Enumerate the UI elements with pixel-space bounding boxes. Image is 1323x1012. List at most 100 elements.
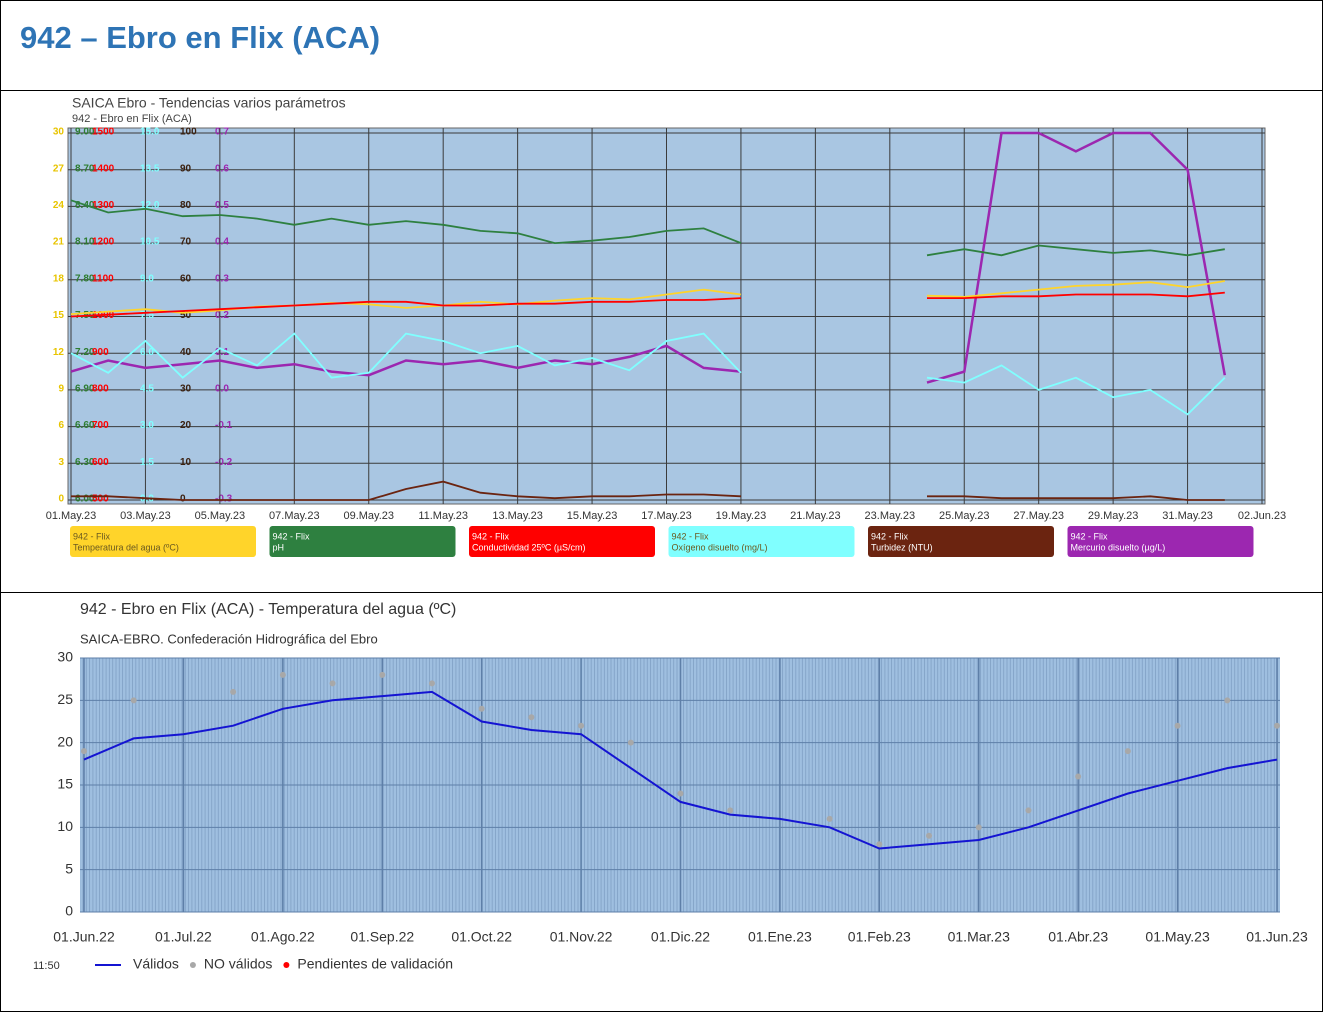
- y-tick-label: 0: [58, 494, 64, 505]
- data-point: [130, 697, 137, 704]
- y-tick-label: 900: [92, 347, 109, 358]
- y-tick-label: 15.0: [140, 127, 160, 138]
- x-tick-label: 05.May.23: [195, 510, 246, 522]
- y-tick-label: 50: [180, 310, 192, 321]
- legend-label: Oxígeno disuelto (mg/L): [672, 542, 768, 552]
- series-line: [71, 480, 1225, 501]
- y-tick-label: 6.0: [140, 347, 154, 358]
- y-tick-label: 13.5: [140, 163, 160, 174]
- y-tick-label: 0: [65, 903, 73, 919]
- chart-title: 942 - Ebro en Flix (ACA) - Temperatura d…: [80, 601, 456, 618]
- y-tick-label: 25: [57, 691, 73, 707]
- x-tick-label: 03.May.23: [120, 510, 171, 522]
- legend-station: 942 - Flix: [273, 531, 311, 541]
- legend-station: 942 - Flix: [871, 531, 909, 541]
- x-tick-label: 01.Oct.22: [451, 929, 512, 945]
- x-tick-label: 19.May.23: [716, 510, 767, 522]
- legend-label: NO válidos: [204, 956, 272, 972]
- y-tick-label: 15: [57, 776, 73, 792]
- data-point: [81, 748, 87, 755]
- y-tick-label: 1.5: [140, 457, 154, 468]
- y-tick-label: 1200: [92, 237, 115, 248]
- y-tick-label: 9.0: [140, 273, 154, 284]
- y-tick-label: 21: [53, 237, 65, 248]
- legend-item: [868, 526, 1054, 557]
- y-tick-label: 0.7: [215, 127, 229, 138]
- data-point: [379, 671, 386, 678]
- legend-item: [269, 526, 456, 557]
- chart-subtitle: SAICA-EBRO. Confederación Hidrográfica d…: [80, 631, 378, 646]
- y-tick-label: 0.5: [215, 200, 229, 211]
- data-point: [876, 841, 883, 848]
- y-tick-label: 27: [53, 163, 65, 174]
- y-tick-label: 20: [180, 420, 192, 431]
- x-tick-label: 01.May.23: [1145, 929, 1210, 945]
- y-tick-label: 30: [180, 384, 192, 395]
- data-point: [578, 722, 585, 729]
- y-tick-label: 1300: [92, 200, 115, 211]
- data-point: [1025, 807, 1032, 814]
- legend-label: Mercurio disuelto (µg/L): [1071, 542, 1166, 552]
- legend-label: Conductividad 25ºC (µS/cm): [472, 542, 586, 552]
- data-point: [1174, 722, 1181, 729]
- legend-swatch: [189, 962, 196, 968]
- y-tick-label: -0.2: [215, 457, 233, 468]
- series-line: [70, 131, 1227, 384]
- y-tick-label: 60: [180, 273, 192, 284]
- y-tick-label: 800: [92, 384, 109, 395]
- legend-station: 942 - Flix: [1071, 531, 1109, 541]
- x-tick-label: 01.Mar.23: [948, 929, 1010, 945]
- legend-station: 942 - Flix: [472, 531, 510, 541]
- y-tick-label: 3: [58, 457, 64, 468]
- legend-station: 942 - Flix: [672, 531, 710, 541]
- y-tick-label: 10: [57, 818, 73, 834]
- x-tick-label: 15.May.23: [567, 510, 618, 522]
- y-tick-label: 7.80: [75, 273, 95, 284]
- legend-label: Pendientes de validación: [297, 956, 453, 972]
- series-line: [70, 291, 1225, 318]
- legend-label: Válidos: [133, 956, 179, 972]
- x-tick-label: 01.Sep.22: [350, 929, 414, 945]
- y-tick-label: 6: [58, 420, 64, 431]
- legend-station: 942 - Flix: [73, 531, 111, 541]
- y-tick-label: 80: [180, 200, 192, 211]
- legend-item: [668, 526, 855, 557]
- data-point: [975, 824, 982, 831]
- y-tick-label: 0.6: [215, 163, 229, 174]
- series-line: [70, 332, 1226, 416]
- y-tick-label: 100: [180, 127, 197, 138]
- x-tick-label: 02.Jun.23: [1238, 510, 1286, 522]
- timestamp: 11:50: [33, 960, 60, 972]
- x-tick-label: 01.Abr.23: [1048, 929, 1108, 945]
- y-tick-label: 3.0: [140, 420, 154, 431]
- y-tick-label: 70: [180, 237, 192, 248]
- legend-item: [70, 526, 256, 557]
- y-tick-label: 20: [57, 733, 73, 749]
- y-tick-label: 7.5: [140, 310, 154, 321]
- data-point: [329, 680, 336, 687]
- x-tick-label: 01.Ene.23: [748, 929, 812, 945]
- y-tick-label: 0.2: [215, 310, 229, 321]
- data-point: [478, 705, 485, 712]
- y-tick-label: 30: [57, 649, 73, 665]
- y-tick-label: 0.1: [215, 347, 229, 358]
- x-tick-label: 01.May.23: [46, 510, 97, 522]
- legend-item: [469, 526, 655, 557]
- x-tick-label: 01.Jun.23: [1246, 929, 1308, 945]
- x-tick-label: 17.May.23: [641, 510, 692, 522]
- data-point: [727, 807, 734, 814]
- x-tick-label: 01.Dic.22: [651, 929, 710, 945]
- chart-subtitle: 942 - Ebro en Flix (ACA): [72, 113, 192, 125]
- x-tick-label: 27.May.23: [1013, 510, 1064, 522]
- x-tick-label: 01.Jul.22: [155, 929, 212, 945]
- y-tick-label: 0.3: [215, 273, 229, 284]
- legend-label: pH: [273, 542, 285, 552]
- legend-label: Turbidez (NTU): [871, 542, 933, 552]
- y-tick-label: 6.30: [75, 457, 95, 468]
- data-point: [230, 688, 237, 695]
- y-tick-label: 700: [92, 420, 109, 431]
- y-tick-label: 15: [53, 310, 65, 321]
- y-tick-label: 500: [92, 494, 109, 505]
- y-tick-label: 600: [92, 457, 109, 468]
